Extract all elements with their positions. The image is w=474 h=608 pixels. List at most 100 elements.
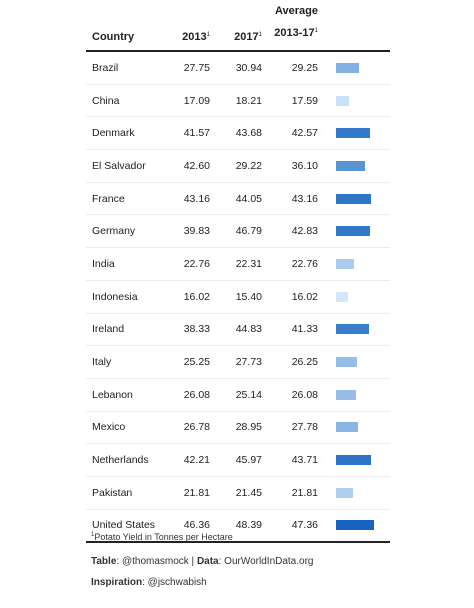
- inspiration-line: Inspiration: @jschwabish: [91, 577, 207, 588]
- yield-2017-cell: 15.40: [235, 290, 262, 303]
- yield-2017-cell: 43.68: [235, 127, 262, 140]
- country-cell: China: [92, 94, 120, 107]
- table-row: El Salvador 42.60 29.22 36.10: [86, 150, 390, 183]
- yield-2013-cell: 42.60: [183, 159, 210, 172]
- header-2017: 20171: [234, 31, 262, 43]
- country-cell: Pakistan: [92, 486, 133, 499]
- yield-2017-cell: 46.79: [235, 225, 262, 238]
- yield-2017-cell: 21.45: [235, 486, 262, 499]
- yield-2013-cell: 46.36: [183, 519, 210, 532]
- average-bar: [336, 291, 348, 302]
- average-bar: [336, 487, 353, 498]
- country-cell: Italy: [92, 356, 112, 369]
- yield-2013-cell: 22.76: [183, 257, 210, 270]
- footnote: 1Potato Yield in Tonnes per Hectare: [91, 532, 233, 542]
- country-cell: El Salvador: [92, 159, 146, 172]
- header-country: Country: [92, 31, 135, 43]
- yield-average-cell: 26.08: [291, 388, 318, 401]
- yield-average-cell: 36.10: [291, 159, 318, 172]
- average-bar: [336, 258, 354, 269]
- yield-2017-cell: 18.21: [235, 94, 262, 107]
- average-bar: [336, 128, 370, 139]
- table-header: Country 20131 20171 Average 2013-171: [86, 0, 390, 52]
- yield-2013-cell: 43.16: [183, 192, 210, 205]
- yield-2013-cell: 42.21: [183, 454, 210, 467]
- yield-average-cell: 43.16: [291, 192, 318, 205]
- yield-average-cell: 22.76: [291, 257, 318, 270]
- table-body: Brazil 27.75 30.94 29.25 China 17.09 18.21 17.5…: [86, 52, 390, 544]
- yield-average-cell: 29.25: [291, 61, 318, 74]
- yield-table: Country 20131 20171 Average 2013-171 Bra…: [86, 0, 390, 544]
- average-bar: [336, 455, 371, 466]
- table-row: Lebanon 26.08 25.14 26.08: [86, 379, 390, 412]
- yield-2017-cell: 25.14: [235, 388, 262, 401]
- yield-2017-cell: 44.05: [235, 192, 262, 205]
- country-cell: United States: [92, 519, 156, 532]
- country-cell: Lebanon: [92, 388, 133, 401]
- yield-2013-cell: 26.08: [183, 388, 210, 401]
- yield-2017-cell: 48.39: [235, 519, 262, 532]
- yield-average-cell: 42.83: [291, 225, 318, 238]
- yield-average-cell: 16.02: [291, 290, 318, 303]
- table-notes: 1Potato Yield in Tonnes per Hectare Tabl…: [91, 532, 451, 588]
- yield-2013-cell: 39.83: [183, 225, 210, 238]
- yield-2013-cell: 25.25: [183, 356, 210, 369]
- yield-2017-cell: 44.83: [235, 323, 262, 336]
- table-row: Germany 39.83 46.79 42.83: [86, 215, 390, 249]
- yield-average-cell: 26.25: [291, 356, 318, 369]
- average-bar: [336, 95, 350, 106]
- country-cell: Germany: [92, 225, 136, 238]
- table-row: Denmark 41.57 43.68 42.57: [86, 117, 390, 151]
- country-cell: Netherlands: [92, 454, 149, 467]
- table-row: India 22.76 22.31 22.76: [86, 248, 390, 281]
- table-row: Brazil 27.75 30.94 29.25: [86, 52, 390, 85]
- yield-average-cell: 47.36: [291, 519, 318, 532]
- table-row: United States 46.36 48.39 47.36: [86, 510, 390, 544]
- table-row: Italy 25.25 27.73 26.25: [86, 346, 390, 379]
- average-bar: [336, 160, 365, 171]
- header-2013: 20131: [182, 31, 210, 43]
- yield-average-cell: 42.57: [291, 127, 318, 140]
- yield-2017-cell: 29.22: [235, 159, 262, 172]
- average-bar: [336, 520, 374, 531]
- yield-average-cell: 21.81: [291, 486, 318, 499]
- yield-2017-cell: 27.73: [235, 356, 262, 369]
- yield-2013-cell: 27.75: [183, 61, 210, 74]
- country-cell: Indonesia: [92, 290, 138, 303]
- average-bar: [336, 193, 371, 204]
- table-row: Ireland 38.33 44.83 41.33: [86, 314, 390, 347]
- table-row: France 43.16 44.05 43.16: [86, 183, 390, 216]
- yield-average-cell: 41.33: [291, 323, 318, 336]
- yield-2013-cell: 41.57: [183, 127, 210, 140]
- average-bar: [336, 422, 358, 433]
- yield-2017-cell: 22.31: [235, 257, 262, 270]
- table-row: Mexico 26.78 28.95 27.78: [86, 412, 390, 445]
- yield-average-cell: 17.59: [291, 94, 318, 107]
- table-row: Netherlands 42.21 45.97 43.71: [86, 444, 390, 477]
- table-row: Indonesia 16.02 15.40 16.02: [86, 281, 390, 314]
- yield-2013-cell: 26.78: [183, 421, 210, 434]
- header-average: Average 2013-171: [274, 5, 318, 39]
- average-bar: [336, 324, 369, 335]
- average-bar: [336, 389, 357, 400]
- yield-average-cell: 27.78: [291, 421, 318, 434]
- average-bar: [336, 357, 357, 368]
- yield-2013-cell: 17.09: [183, 94, 210, 107]
- country-cell: Denmark: [92, 127, 135, 140]
- country-cell: Brazil: [92, 61, 119, 74]
- yield-2013-cell: 21.81: [183, 486, 210, 499]
- country-cell: India: [92, 257, 115, 270]
- yield-average-cell: 43.71: [291, 454, 318, 467]
- yield-2017-cell: 30.94: [235, 61, 262, 74]
- country-cell: Ireland: [92, 323, 125, 336]
- source-line: Table: @thomasmock | Data: OurWorldInDat…: [91, 556, 314, 567]
- country-cell: Mexico: [92, 421, 126, 434]
- table-row: Pakistan 21.81 21.45 21.81: [86, 477, 390, 510]
- yield-2013-cell: 16.02: [183, 290, 210, 303]
- yield-2013-cell: 38.33: [183, 323, 210, 336]
- yield-2017-cell: 45.97: [235, 454, 262, 467]
- yield-2017-cell: 28.95: [235, 421, 262, 434]
- average-bar: [336, 62, 359, 73]
- country-cell: France: [92, 192, 125, 205]
- average-bar: [336, 226, 371, 237]
